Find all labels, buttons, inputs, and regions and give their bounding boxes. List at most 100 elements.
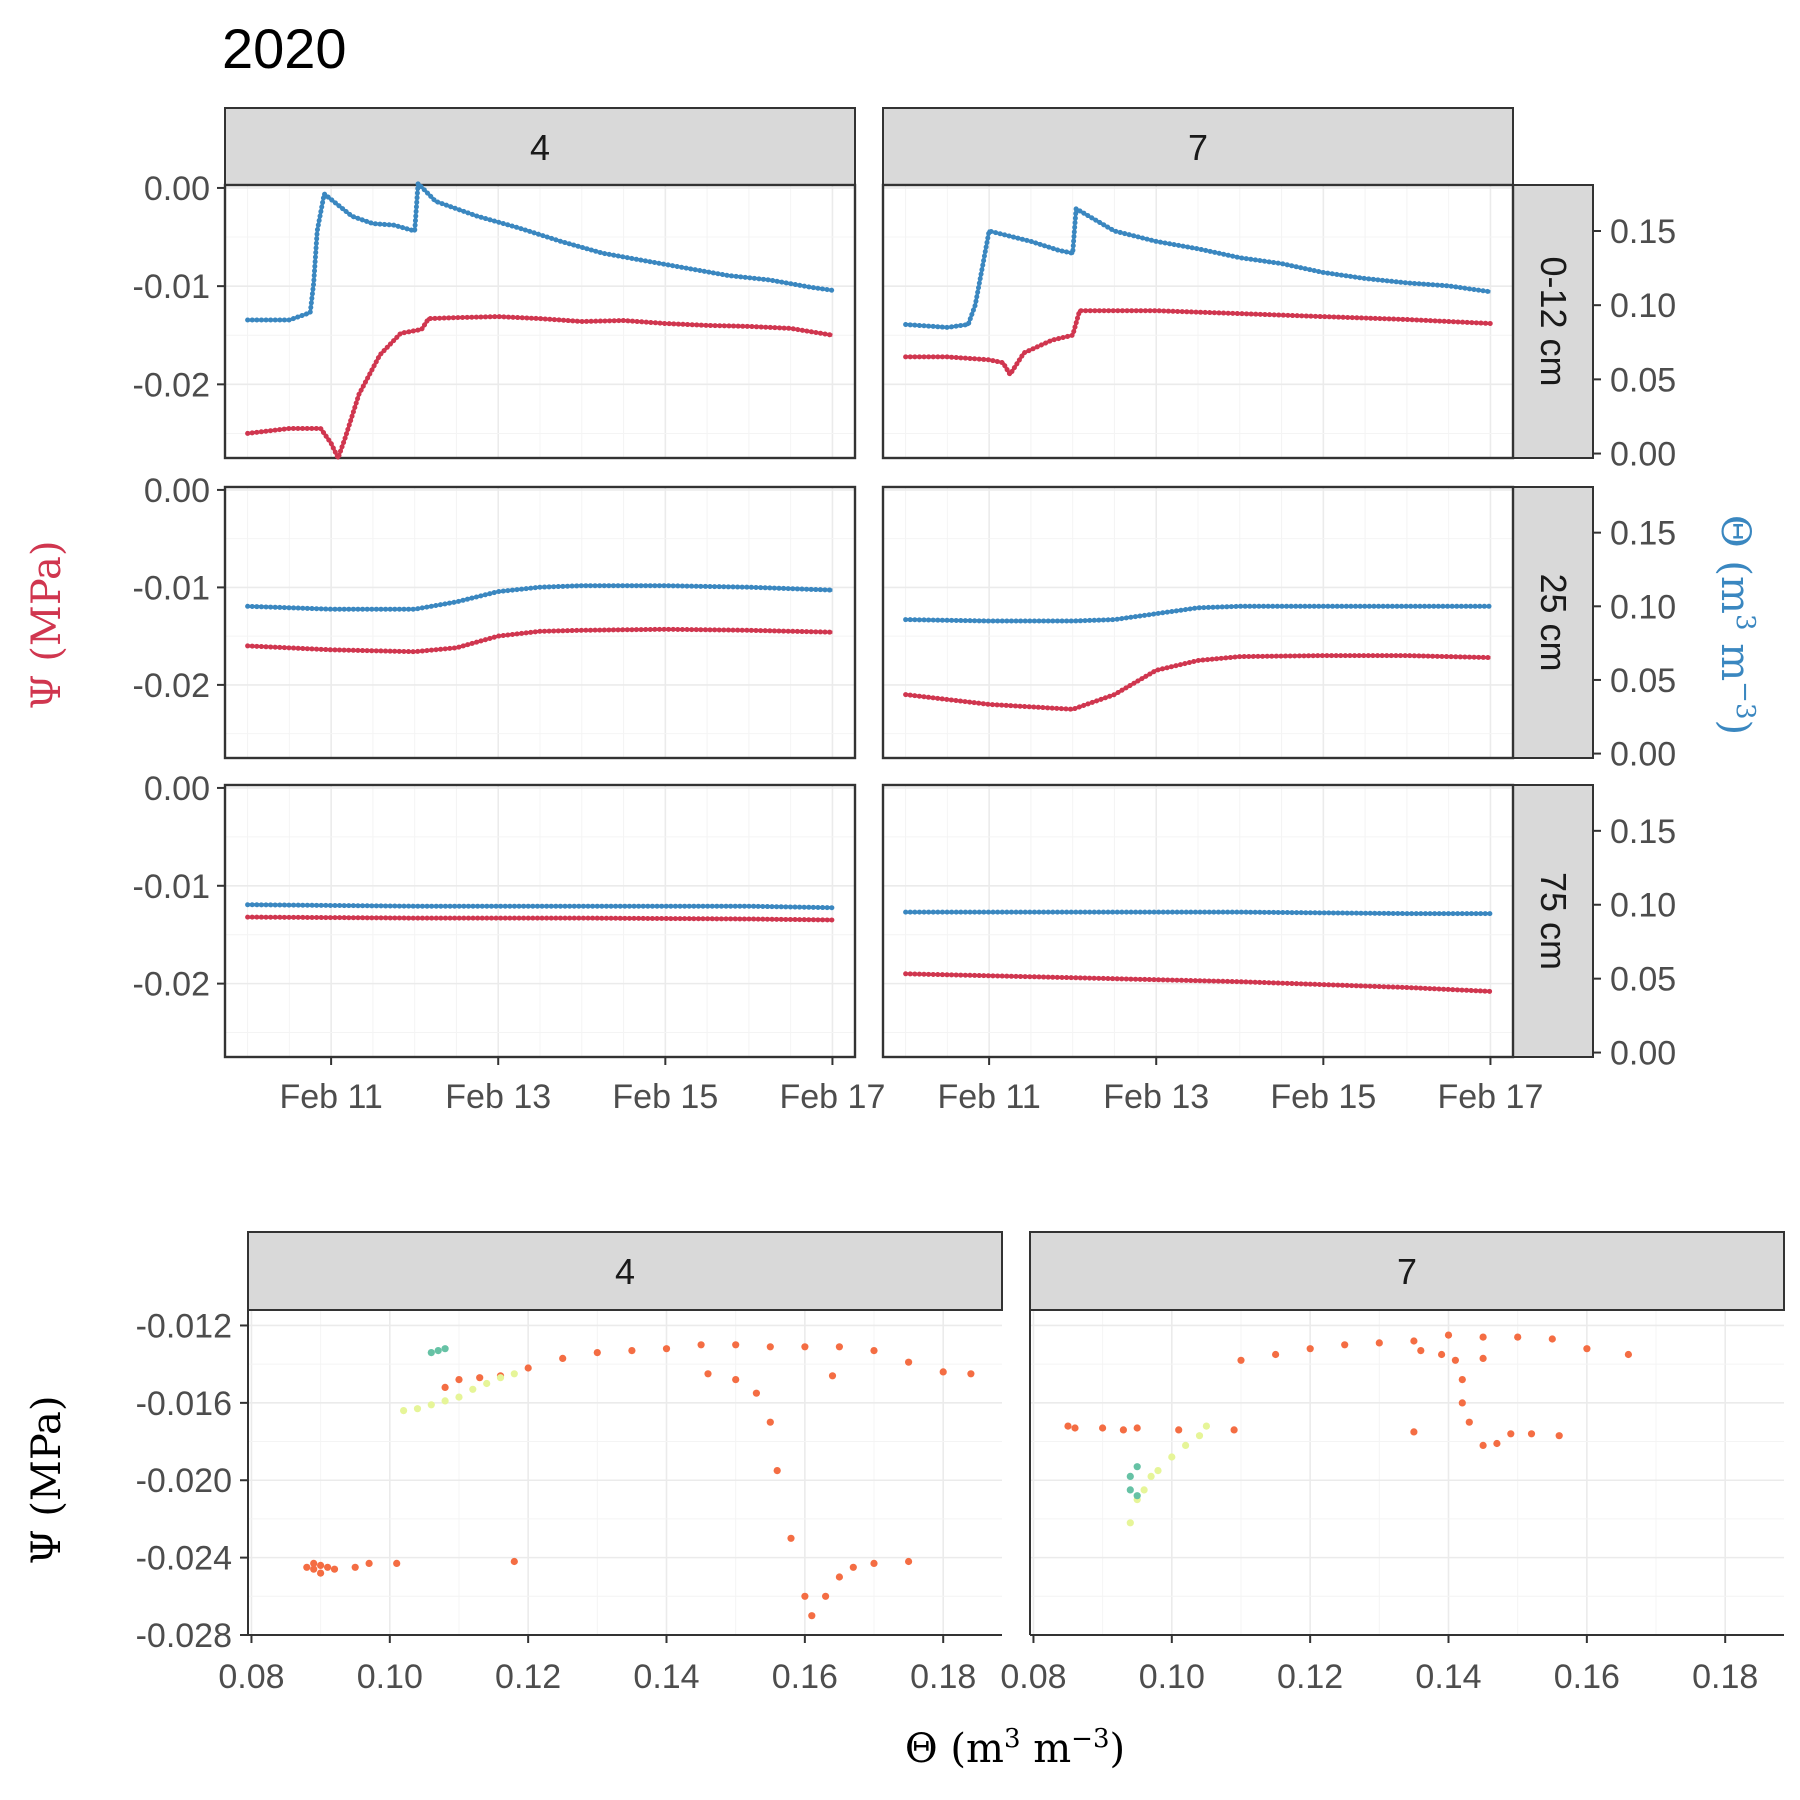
- scatter-point: [1195, 1432, 1204, 1440]
- scatter-point: [1126, 1472, 1134, 1480]
- scatter-point: [905, 1358, 913, 1366]
- x-tick-label: Feb 11: [937, 1078, 1040, 1116]
- x-tick-label: 0.18: [910, 1658, 976, 1696]
- theta-series-line: [905, 207, 1491, 329]
- x-tick-label: Feb 15: [612, 1078, 718, 1116]
- scatter-point: [476, 1374, 484, 1382]
- psi-series-line: [247, 315, 833, 460]
- x-tick-label: 0.14: [1415, 1658, 1481, 1696]
- scatter-point: [1527, 1430, 1536, 1438]
- psi-series-line: [905, 309, 1491, 377]
- scatter-point: [365, 1559, 373, 1567]
- y-tick-label: -0.012: [136, 1307, 232, 1345]
- scatter-point: [766, 1343, 774, 1351]
- y-tick-label: 0.05: [1610, 361, 1676, 399]
- scatter-point: [427, 1349, 435, 1357]
- scatter-point: [1140, 1486, 1148, 1494]
- scatter-point: [441, 1345, 449, 1353]
- facet-strip: [224, 107, 856, 186]
- scatter-point: [524, 1364, 532, 1372]
- scatter-point: [1133, 1424, 1141, 1432]
- scatter-point: [510, 1370, 518, 1378]
- scatter-point: [1147, 1472, 1155, 1480]
- x-tick-label: Feb 13: [1103, 1078, 1209, 1116]
- y-tick-label: -0.01: [133, 268, 211, 306]
- y-tick-label: -0.02: [133, 667, 211, 705]
- scatter-point: [1438, 1350, 1446, 1359]
- scatter-point: [1444, 1331, 1453, 1339]
- scatter-point: [1341, 1341, 1349, 1349]
- scatter-point: [967, 1370, 975, 1378]
- y-axis-title-left: Ψ (MPa): [24, 541, 70, 710]
- scatter-point: [1126, 1486, 1134, 1494]
- y-tick-label: 0.00: [1610, 436, 1676, 474]
- scatter-point: [732, 1376, 740, 1384]
- scatter-point: [455, 1376, 463, 1384]
- facet-strip: [247, 1231, 1003, 1311]
- scatter-point: [835, 1573, 844, 1581]
- y-tick-label: 0.15: [1610, 813, 1676, 851]
- y-tick-label: 0.00: [144, 770, 210, 808]
- y-tick-label: 0.00: [144, 472, 210, 510]
- scatter-point: [1583, 1345, 1591, 1353]
- scatter-point: [628, 1347, 636, 1355]
- x-tick-label: 0.10: [357, 1658, 423, 1696]
- scatter-point: [1458, 1399, 1466, 1407]
- scatter-point: [1507, 1430, 1515, 1438]
- scatter-point: [1126, 1519, 1134, 1527]
- scatter-point: [310, 1559, 318, 1567]
- scatter-point: [1410, 1428, 1418, 1436]
- panel-border: [881, 783, 1515, 1059]
- y-tick-label: 0.00: [144, 170, 210, 208]
- facet-strip: [882, 107, 1514, 186]
- scatter-point: [1306, 1345, 1314, 1353]
- scatter-point: [1548, 1335, 1556, 1343]
- scatter-point: [441, 1383, 449, 1391]
- x-tick-label: Feb 17: [1438, 1078, 1544, 1116]
- scatter-point: [441, 1397, 449, 1405]
- y-tick-label: 0.05: [1610, 662, 1676, 700]
- scatter-point: [324, 1563, 332, 1571]
- scatter-point: [905, 1557, 913, 1566]
- y-axis-title-right: Θ (m3 m−3): [1712, 515, 1760, 735]
- scatter-point: [732, 1341, 740, 1349]
- scatter-point: [1479, 1333, 1487, 1341]
- scatter-point: [455, 1393, 463, 1401]
- panel-border: [223, 183, 857, 460]
- scatter-point: [496, 1374, 505, 1382]
- scatter-point: [1514, 1333, 1522, 1341]
- x-tick-label: 0.18: [1692, 1658, 1758, 1696]
- x-tick-label: 0.16: [772, 1658, 838, 1696]
- x-tick-label: Feb 11: [279, 1078, 382, 1116]
- scatter-point: [1493, 1439, 1501, 1448]
- scatter-point: [351, 1563, 359, 1571]
- scatter-point: [1064, 1422, 1072, 1430]
- scatter-point: [1230, 1426, 1238, 1434]
- facet-strip-label: 4: [615, 1251, 635, 1292]
- y-tick-label: -0.01: [133, 569, 211, 607]
- scatter-point: [1133, 1492, 1141, 1500]
- scatter-point: [835, 1343, 844, 1351]
- x-tick-label: 0.08: [218, 1658, 284, 1696]
- scatter-point: [1479, 1354, 1487, 1362]
- theta-series-line: [247, 903, 833, 910]
- scatter-point: [330, 1565, 339, 1573]
- scatter-point: [434, 1347, 442, 1355]
- scatter-point: [1071, 1424, 1079, 1432]
- panel-border: [881, 183, 1515, 460]
- facet-strip-label: 7: [1397, 1251, 1417, 1292]
- scatter-point: [393, 1559, 401, 1567]
- theta-series-line: [247, 584, 833, 611]
- panel-border: [223, 783, 857, 1059]
- y-tick-label: 0.00: [1610, 1035, 1676, 1073]
- scatter-point: [849, 1563, 857, 1571]
- y-tick-label: 0.00: [1610, 736, 1676, 774]
- scatter-point: [310, 1565, 318, 1573]
- facet-strip-label: 75 cm: [1533, 872, 1574, 970]
- x-tick-label: 0.08: [1000, 1658, 1066, 1696]
- scatter-point: [1624, 1350, 1632, 1359]
- scatter-point: [483, 1379, 491, 1388]
- y-tick-label: 0.10: [1610, 887, 1676, 925]
- scatter-point: [510, 1557, 518, 1566]
- scatter-point: [593, 1349, 601, 1357]
